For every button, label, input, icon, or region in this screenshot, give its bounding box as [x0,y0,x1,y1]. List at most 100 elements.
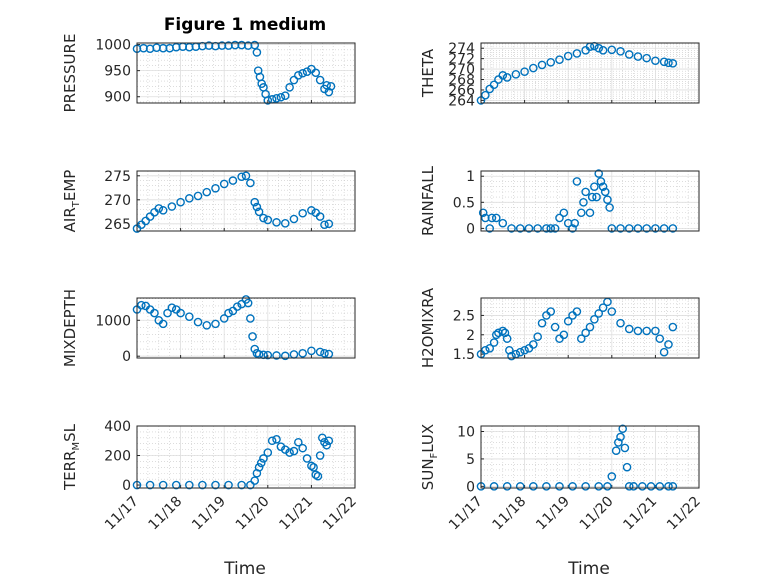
data-point [568,224,577,233]
data-point [600,187,610,197]
y-tick-label: 268 [448,73,475,89]
data-point [603,195,612,204]
data-point [603,482,612,491]
data-point [511,70,521,79]
data-point [250,197,260,207]
y-label-main: MIXDEPTH [61,289,79,367]
y-tick-label: 10 [457,424,475,440]
data-point [659,224,669,233]
data-point [624,50,634,59]
data-point [224,480,233,490]
data-point [267,436,277,446]
data-point [246,480,255,490]
y-tick-label: 2 [466,328,475,344]
data-point [659,347,669,357]
y-tick-label: 1000 [95,313,131,329]
data-point [307,206,316,215]
y-label-tail: SL [61,423,79,442]
data-point [485,224,495,233]
data-point [555,55,564,64]
data-point [607,307,617,316]
data-point [313,471,323,481]
y-tick-label: 0.5 [453,195,475,211]
data-point [502,334,512,343]
y-tick-label: 0 [466,479,475,495]
data-point [616,47,625,56]
x-tick-label: 11/22 [664,494,704,534]
y-label-main: PRESSURE [61,34,79,113]
y-tick-label: 265 [104,217,131,233]
data-point [550,322,560,332]
data-point [285,448,294,457]
x-axis-label-right: Time [567,559,610,579]
x-axis-label-left: Time [223,559,266,579]
data-point [633,52,643,61]
data-point [167,202,177,211]
data-point [559,208,569,218]
data-point [550,224,560,233]
y-axis-label: H2OMIXRA [419,287,437,368]
data-point [572,307,582,316]
data-point [263,96,273,105]
data-point [322,440,331,450]
data-point [211,183,220,193]
data-point [491,330,501,340]
data-point [655,482,665,491]
y-tick-label: 274 [448,41,475,57]
data-point [243,298,253,308]
data-point [176,197,185,207]
data-point [579,198,588,207]
axes-box [136,42,356,104]
y-axis-label: PRESSURE [61,34,79,113]
data-point [507,351,516,361]
data-point [524,224,534,233]
y-tick-label: 266 [448,83,475,99]
data-point [202,187,212,197]
data-point [289,75,299,85]
x-tick-label: 11/20 [233,494,273,534]
data-point [315,451,325,460]
data-point [576,334,586,343]
data-point [324,87,334,97]
data-point [228,306,238,316]
data-point [263,350,273,360]
axes-box [480,42,700,104]
data-point [555,482,564,491]
data-point [198,480,207,490]
data-point [263,215,273,225]
x-tick-label: 11/19 [533,494,573,534]
data-point [145,480,155,490]
data-point [616,224,625,233]
data-point [193,317,203,327]
data-point [252,202,262,212]
x-tick-label: 11/17 [102,494,142,534]
data-point [241,171,251,181]
data-point [507,224,516,233]
data-point [167,303,177,313]
data-point [311,68,321,78]
data-point [491,213,501,223]
data-point [668,322,678,332]
data-point [250,476,260,485]
data-point [633,224,643,233]
x-tick-label: 11/21 [276,494,316,534]
data-point [237,172,246,182]
data-point [664,58,673,68]
y-tick-label: 0 [122,478,131,494]
data-point [263,448,273,457]
subplot-h2omixra: 1.5 2 2.5 H2OMIXRA [419,287,700,368]
data-point [542,224,551,233]
data-point [611,446,621,455]
data-point [581,482,590,491]
data-point [246,314,255,323]
data-point [498,71,508,80]
axes-box [480,297,700,359]
data-point [256,458,266,468]
subplot-terr_msl: 0 200 400 TERRMSL 11/17 11/18 11/19 11/20 11/21 1… [61,419,360,533]
y-tick-label: 264 [448,93,475,109]
data-point [642,224,651,233]
data-point [158,206,168,215]
data-point [594,482,604,491]
axes-box [136,297,356,359]
x-tick-label: 11/20 [577,494,617,534]
